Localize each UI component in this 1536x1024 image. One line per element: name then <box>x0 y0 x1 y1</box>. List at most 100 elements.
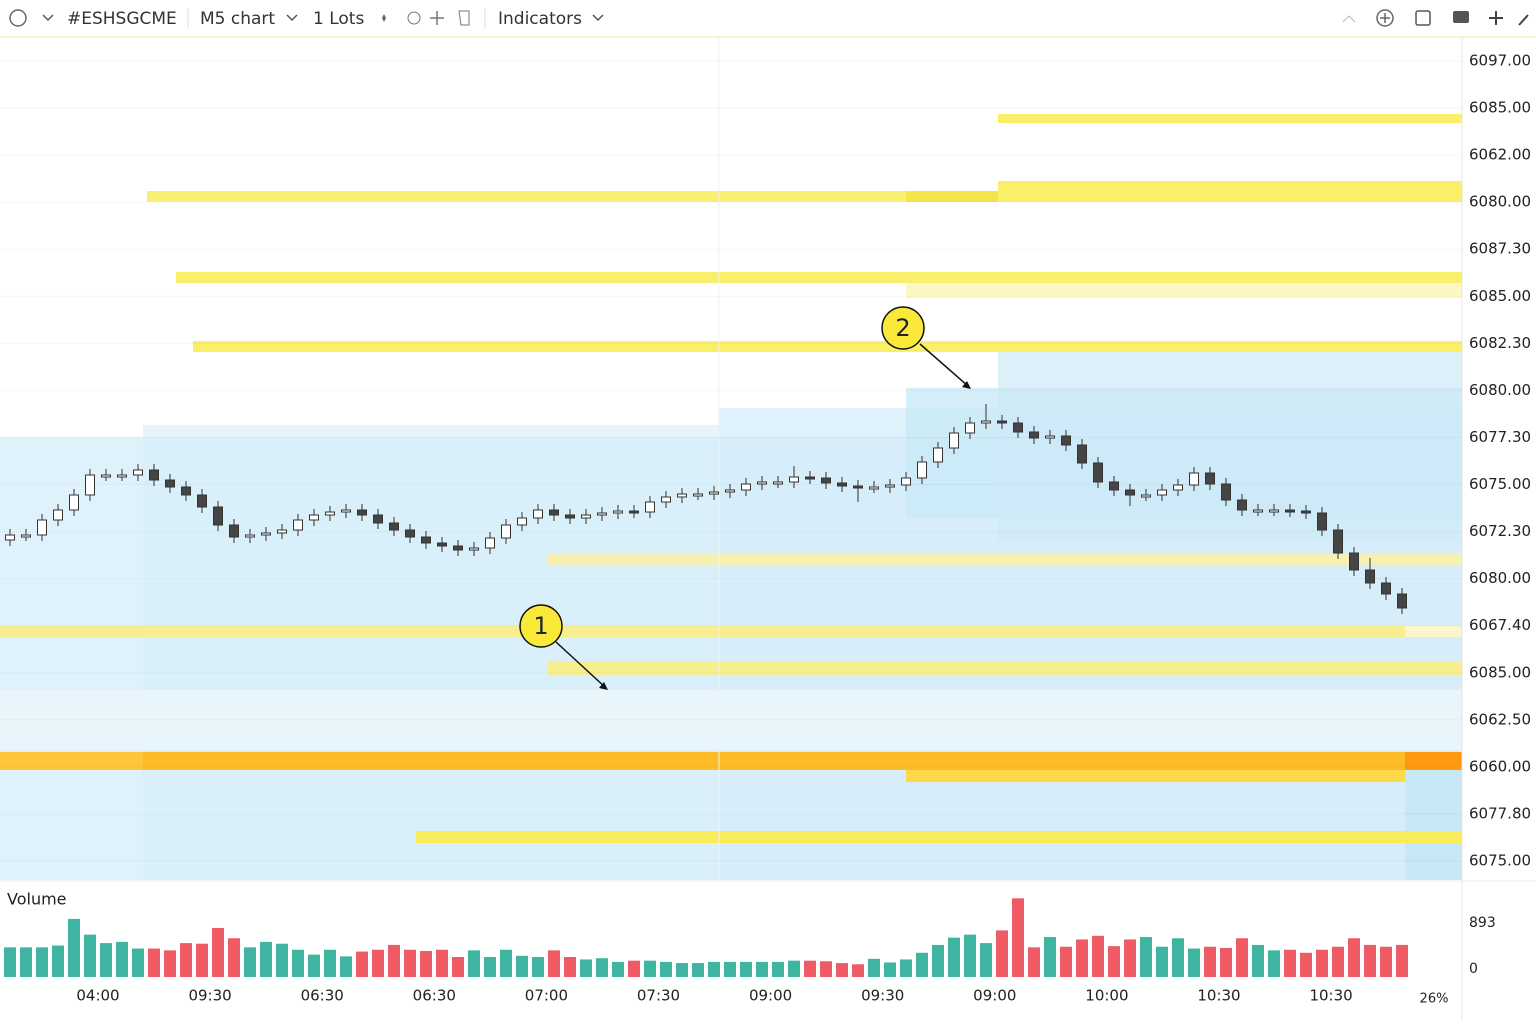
price-label: 6062.00 <box>1469 146 1531 164</box>
zoom-level[interactable]: 26% <box>1420 992 1449 1007</box>
volume-bar <box>516 955 528 977</box>
candle-body <box>965 422 975 434</box>
volume-bar <box>212 927 224 977</box>
volume-bar <box>1236 938 1248 977</box>
price-label: 6077.30 <box>1469 428 1531 446</box>
volume-bar <box>932 944 944 977</box>
volume-bar <box>116 941 128 977</box>
add-icon[interactable] <box>430 11 444 25</box>
window-icon[interactable] <box>1415 10 1431 26</box>
price-label: 6067.40 <box>1469 616 1531 634</box>
candle-body <box>1173 484 1183 491</box>
volume-bar <box>580 959 592 977</box>
dropdown-icon[interactable] <box>42 14 54 22</box>
dropdown-icon[interactable] <box>286 14 298 22</box>
volume-bar <box>1380 946 1392 977</box>
timeframe[interactable]: M5 chart <box>200 9 275 29</box>
add-circle-icon[interactable] <box>1380 13 1390 23</box>
candle-body <box>21 534 31 538</box>
annotation-marker <box>519 604 563 648</box>
volume-bar <box>996 930 1008 977</box>
candle-body <box>421 536 431 544</box>
candle-body <box>1381 582 1391 595</box>
liquidity-band <box>1405 626 1462 637</box>
liquidity-band <box>1405 752 1462 770</box>
volume-bar <box>548 950 560 977</box>
candle-body <box>437 542 447 547</box>
candle-body <box>1045 435 1055 439</box>
volume-tick-label: 0 <box>1469 961 1478 977</box>
candle-body <box>277 529 287 534</box>
time-label: 10:30 <box>1197 987 1240 1005</box>
volume-bar <box>852 964 864 977</box>
price-label: 6077.80 <box>1469 804 1531 822</box>
volume-bar <box>1156 946 1168 977</box>
volume-bar <box>740 961 752 977</box>
volume-bar <box>1092 935 1104 977</box>
candle-body <box>741 483 751 491</box>
candle-body <box>373 514 383 524</box>
volume-bar <box>532 957 544 977</box>
tool-icon[interactable] <box>1342 15 1356 23</box>
draw-icon[interactable] <box>1518 14 1529 26</box>
annotation-label: 1 <box>533 612 548 640</box>
liquidity-band <box>416 831 1462 843</box>
tool-icon[interactable] <box>407 11 421 25</box>
candle-body <box>181 486 191 496</box>
toolbar: #ESHSGCME M5 chart 1 Lots Indicators <box>0 0 1536 38</box>
heat-zone <box>998 352 1462 542</box>
volume-bar <box>1108 946 1120 977</box>
volume-bar <box>1268 950 1280 977</box>
candle-body <box>133 469 143 476</box>
price-label: 6080.00 <box>1469 381 1531 399</box>
liquidity-band <box>998 181 1462 202</box>
liquidity-band <box>147 191 998 202</box>
candle-body <box>805 476 815 480</box>
liquidity-band <box>176 272 1462 283</box>
candle-body <box>677 493 687 498</box>
volume-bar <box>68 918 80 977</box>
price-label: 6085.00 <box>1469 663 1531 681</box>
volume-bar <box>612 961 624 977</box>
candle-body <box>837 482 847 487</box>
symbol[interactable]: #ESHSGCME <box>67 9 177 29</box>
volume-bar <box>1076 939 1088 977</box>
add-icon[interactable] <box>1489 11 1503 25</box>
add-circle-icon[interactable] <box>1376 9 1394 27</box>
logo-button[interactable] <box>9 9 27 27</box>
volume-bar <box>244 947 256 977</box>
price-label: 6082.30 <box>1469 334 1531 352</box>
price-label: 6075.00 <box>1469 475 1531 493</box>
time-label: 07:00 <box>525 987 568 1005</box>
candle-body <box>389 522 399 531</box>
candle-body <box>1077 444 1087 464</box>
screen-icon[interactable] <box>1453 11 1469 23</box>
tool-icon[interactable] <box>458 10 470 26</box>
liquidity-band <box>906 283 1462 298</box>
candle-body <box>229 524 239 538</box>
candle-body <box>1093 462 1103 483</box>
candle-body <box>245 534 255 538</box>
dropdown-icon[interactable] <box>592 14 604 22</box>
volume-bar <box>180 943 192 977</box>
lots[interactable]: 1 Lots <box>313 9 364 29</box>
candle-body <box>565 514 575 519</box>
candle-body <box>725 489 735 493</box>
liquidity-band <box>906 191 998 202</box>
candle-body <box>357 509 367 516</box>
volume-bar <box>1012 898 1024 977</box>
liquidity-band <box>906 770 1405 782</box>
candle-body <box>469 547 479 551</box>
candle-body <box>1109 481 1119 491</box>
volume-bar <box>1332 946 1344 977</box>
liquidity-band <box>548 554 1462 565</box>
volume-bar <box>692 963 704 977</box>
candle-body <box>709 491 719 495</box>
indicators[interactable]: Indicators <box>498 9 582 29</box>
liquidity-band <box>548 661 1462 675</box>
price-label: 6087.30 <box>1469 240 1531 258</box>
lots-icon[interactable] <box>382 14 386 22</box>
time-label: 09:00 <box>749 987 792 1005</box>
volume-bar <box>1252 944 1264 977</box>
volume-bar <box>20 947 32 977</box>
